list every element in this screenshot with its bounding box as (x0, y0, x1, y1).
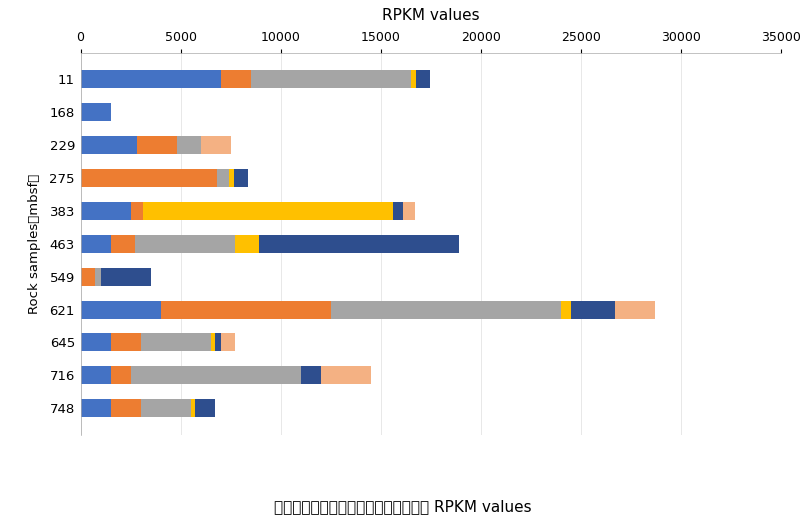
Bar (80, 103, 110, 121)
Bar (80, 235, 110, 253)
Bar (195, 399, 215, 417)
Bar (130, 366, 300, 384)
Bar (215, 333, 221, 351)
Bar (80, 333, 110, 351)
Bar (80, 169, 217, 187)
Bar (80, 70, 221, 89)
Bar (571, 301, 615, 319)
Bar (130, 202, 142, 220)
Bar (221, 70, 250, 89)
Bar (137, 136, 176, 154)
Bar (331, 301, 561, 319)
Bar (233, 169, 248, 187)
Bar (110, 235, 134, 253)
Y-axis label: Rock samples（mbsf）: Rock samples（mbsf） (28, 174, 41, 314)
Bar (258, 235, 459, 253)
Bar (191, 399, 195, 417)
Bar (234, 235, 258, 253)
Bar (300, 366, 320, 384)
Bar (134, 235, 234, 253)
Bar (80, 399, 110, 417)
Bar (80, 268, 94, 286)
Bar (217, 169, 229, 187)
Bar (142, 202, 393, 220)
Bar (101, 268, 151, 286)
Bar (80, 366, 110, 384)
Bar (110, 333, 141, 351)
Bar (110, 399, 141, 417)
Bar (176, 136, 200, 154)
Bar (615, 301, 654, 319)
Bar (200, 136, 230, 154)
Bar (561, 301, 571, 319)
Bar (250, 70, 411, 89)
Bar (211, 333, 215, 351)
Bar (221, 333, 234, 351)
Bar (229, 169, 233, 187)
Bar (80, 301, 160, 319)
Bar (110, 366, 130, 384)
Bar (141, 399, 191, 417)
Bar (402, 202, 415, 220)
Bar (80, 136, 137, 154)
Bar (141, 333, 211, 351)
Bar (320, 366, 370, 384)
Title: RPKM values: RPKM values (382, 8, 480, 23)
Bar (160, 301, 331, 319)
Bar (393, 202, 402, 220)
Bar (411, 70, 415, 89)
Bar (80, 202, 130, 220)
Text: 不同深度岩石样品检测到的功能基因的 RPKM values: 不同深度岩石样品检测到的功能基因的 RPKM values (274, 499, 531, 514)
Bar (94, 268, 101, 286)
Bar (415, 70, 430, 89)
